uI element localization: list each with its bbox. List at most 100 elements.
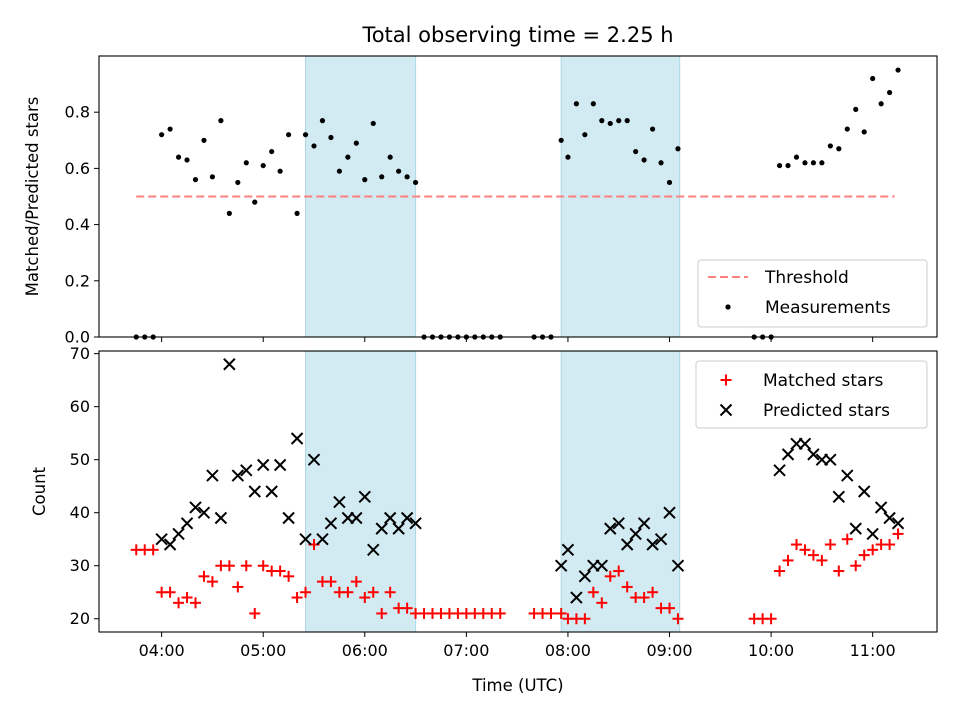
- measurement-point: [243, 160, 249, 166]
- top-axes-frame: [98, 55, 938, 338]
- measurement-point: [641, 157, 647, 163]
- matched-star-point: [841, 533, 853, 545]
- matched-star-point: [164, 586, 176, 598]
- x-tick-label: 05:00: [240, 641, 286, 660]
- predicted-star-point: [883, 511, 896, 525]
- measurement-point: [573, 101, 580, 107]
- matched-star-point: [325, 576, 337, 588]
- y-tick-label: 0.6: [65, 159, 90, 178]
- measurement-point: [311, 143, 317, 149]
- matched-star-point: [401, 602, 413, 614]
- matched-star-point: [892, 528, 904, 540]
- bottom-legend: Matched stars Predicted stars: [695, 360, 928, 429]
- predicted-star-point: [663, 506, 676, 519]
- measurement-point: [802, 160, 808, 166]
- bottom-panel: 20 30 40 50 60 70 04:00 05:00 06:00 07:00 08:00 09…: [30, 344, 938, 695]
- predicted-star-point: [197, 506, 211, 519]
- predicted-star-point: [857, 485, 871, 498]
- matched-star-point: [173, 597, 185, 609]
- measurement-point: [404, 174, 410, 180]
- measurement-point: [649, 126, 656, 132]
- predicted-star-point: [841, 469, 854, 482]
- matched-star-point: [613, 565, 625, 577]
- predicted-star-point: [231, 469, 245, 482]
- measurement-point: [286, 132, 292, 138]
- measurement-point: [201, 137, 207, 143]
- predicted-star-point: [781, 448, 795, 461]
- predicted-star-point: [409, 517, 422, 530]
- matched-star-point: [816, 554, 828, 566]
- bottom-legend-box: [695, 360, 928, 429]
- matched-star-point: [342, 586, 354, 598]
- predicted-star-point: [798, 437, 812, 450]
- predicted-star-point: [849, 522, 862, 535]
- matched-star-point: [376, 607, 388, 619]
- measurement-point: [328, 134, 334, 141]
- predicted-star-point: [155, 533, 168, 546]
- measurement-point: [209, 174, 216, 180]
- figure-title: Total observing time = 2.25 h: [361, 23, 673, 47]
- predicted-star-point: [392, 522, 405, 535]
- measurement-point: [565, 154, 571, 160]
- predicted-star-point: [570, 591, 583, 604]
- measurement-point: [235, 179, 241, 186]
- matched-star-point: [807, 549, 819, 561]
- matched-star-point: [147, 544, 159, 556]
- matched-star-point: [384, 586, 396, 598]
- matched-star-point: [257, 560, 269, 572]
- predicted-star-point: [358, 490, 371, 504]
- legend-threshold-label: Threshold: [764, 268, 849, 288]
- matched-star-point: [638, 592, 650, 604]
- measurement-point: [319, 118, 326, 124]
- bottom-y-axis-label: Count: [30, 466, 49, 516]
- matched-star-point: [181, 592, 193, 604]
- predicted-star-point: [172, 527, 185, 541]
- predicted-star-point: [214, 511, 228, 525]
- predicted-star-point: [307, 453, 321, 466]
- predicted-star-point: [367, 543, 380, 557]
- matched-star-point: [198, 570, 210, 582]
- measurement-point: [785, 162, 791, 169]
- measurement-point: [558, 137, 564, 143]
- measurement-point: [353, 140, 359, 146]
- matched-star-point: [604, 570, 616, 582]
- predicted-star-point: [290, 432, 304, 445]
- matched-star-point: [833, 565, 845, 577]
- predicted-star-point: [629, 527, 642, 541]
- measurement-point: [607, 120, 613, 127]
- measurement-point: [793, 154, 800, 160]
- y-tick-label: 0.8: [65, 103, 90, 122]
- measurement-point: [776, 162, 783, 169]
- top-legend-box: [697, 259, 928, 328]
- predicted-star-point: [604, 522, 617, 535]
- predicted-star-point: [240, 464, 253, 477]
- matched-star-point: [555, 607, 567, 619]
- measurement-point: [379, 174, 385, 180]
- matched-star-point: [850, 560, 862, 572]
- y-tick-label: 40: [70, 503, 90, 522]
- matched-star-point: [664, 602, 676, 614]
- measurement-point: [827, 143, 833, 149]
- measurement-point: [666, 179, 673, 186]
- predicted-star-point: [189, 501, 202, 514]
- legend-matched-swatch: [720, 374, 732, 386]
- measurement-point: [396, 168, 402, 174]
- matched-star-point: [545, 607, 557, 619]
- matched-star-point: [359, 592, 371, 604]
- measurement-point: [192, 177, 199, 183]
- measurement-point: [599, 118, 605, 124]
- measurement-point: [616, 118, 622, 124]
- measurement-point: [675, 146, 681, 152]
- y-tick-label: 30: [70, 556, 90, 575]
- legend-matched-label: Matched stars: [763, 371, 883, 391]
- top-x-ticks: [161, 337, 874, 342]
- count-points: [130, 358, 905, 625]
- measurement-point: [412, 179, 419, 186]
- measurement-point: [836, 146, 842, 152]
- predicted-star-point: [807, 448, 820, 461]
- matched-star-point: [240, 560, 252, 572]
- predicted-star-point: [333, 495, 346, 509]
- matched-star-point: [367, 586, 379, 598]
- predicted-star-point: [874, 501, 888, 514]
- measurement-point: [810, 160, 817, 166]
